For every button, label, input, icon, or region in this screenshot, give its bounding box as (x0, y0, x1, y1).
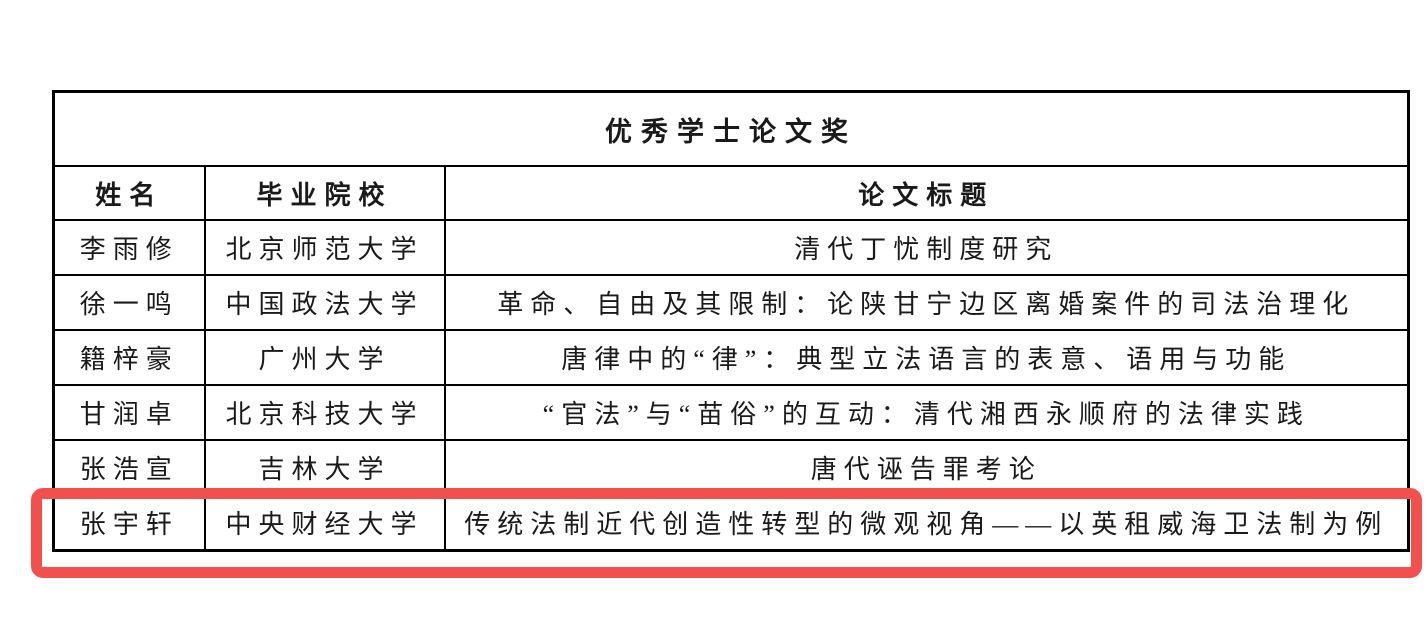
table-body: 李雨修 北京师范大学 清代丁忧制度研究 徐一鸣 中国政法大学 革命、自由及其限制… (52, 219, 1410, 552)
cell-name: 籍梓豪 (52, 329, 206, 386)
cell-school: 北京科技大学 (203, 384, 446, 441)
cell-name: 甘润卓 (52, 384, 206, 441)
table-title: 优秀学士论文奖 (52, 90, 1410, 167)
table-row: 张浩宣 吉林大学 唐代诬告罪考论 (52, 439, 1410, 496)
cell-name: 李雨修 (52, 219, 206, 276)
cell-school: 广州大学 (203, 329, 446, 386)
cell-thesis: 清代丁忧制度研究 (443, 219, 1410, 276)
cell-thesis: 革命、自由及其限制：论陕甘宁边区离婚案件的司法治理化 (443, 274, 1410, 331)
cell-school: 中央财经大学 (203, 494, 446, 552)
table-title-row: 优秀学士论文奖 (52, 90, 1410, 167)
cell-name: 张浩宣 (52, 439, 206, 496)
table-row: 张宇轩 中央财经大学 传统法制近代创造性转型的微观视角——以英租威海卫法制为例 (52, 494, 1410, 552)
table-row: 籍梓豪 广州大学 唐律中的“律”：典型立法语言的表意、语用与功能 (52, 329, 1410, 386)
column-header-thesis: 论文标题 (443, 165, 1410, 221)
cell-thesis: 唐律中的“律”：典型立法语言的表意、语用与功能 (443, 329, 1410, 386)
cell-thesis: “官法”与“苗俗”的互动：清代湘西永顺府的法律实践 (443, 384, 1410, 441)
cell-thesis: 唐代诬告罪考论 (443, 439, 1410, 496)
cell-school: 北京师范大学 (203, 219, 446, 276)
cell-school: 中国政法大学 (203, 274, 446, 331)
cell-thesis: 传统法制近代创造性转型的微观视角——以英租威海卫法制为例 (443, 494, 1410, 552)
cell-name: 张宇轩 (52, 494, 206, 552)
table-header-row: 姓名 毕业院校 论文标题 (52, 165, 1410, 221)
cell-name: 徐一鸣 (52, 274, 206, 331)
column-header-school: 毕业院校 (203, 165, 446, 221)
column-header-name: 姓名 (52, 165, 206, 221)
cell-school: 吉林大学 (203, 439, 446, 496)
table-row: 徐一鸣 中国政法大学 革命、自由及其限制：论陕甘宁边区离婚案件的司法治理化 (52, 274, 1410, 331)
award-table: 优秀学士论文奖 姓名 毕业院校 论文标题 李雨修 北京师范大学 清代丁忧制度研究… (52, 90, 1410, 552)
table-row: 甘润卓 北京科技大学 “官法”与“苗俗”的互动：清代湘西永顺府的法律实践 (52, 384, 1410, 441)
table-row: 李雨修 北京师范大学 清代丁忧制度研究 (52, 219, 1410, 276)
